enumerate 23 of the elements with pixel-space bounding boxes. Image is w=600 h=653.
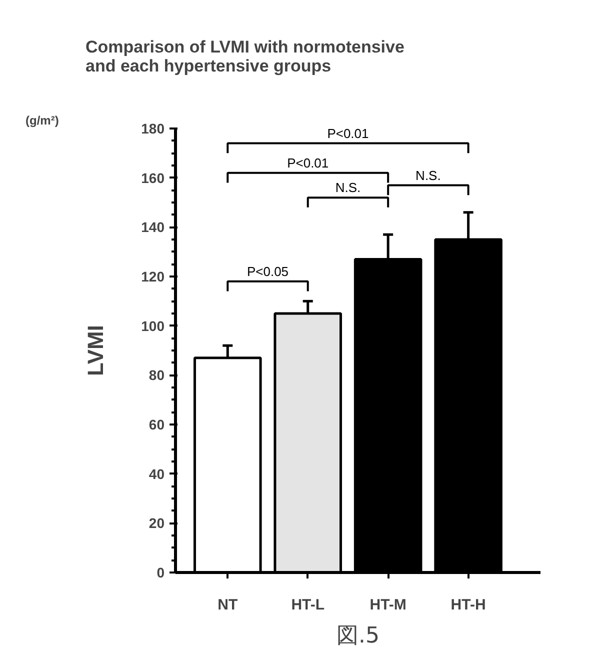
- x-tick-label: NT: [218, 596, 238, 614]
- y-tick-label: 100: [141, 318, 165, 334]
- chart-title: Comparison of LVMI with normotensive and each hypertensive groups: [86, 38, 404, 76]
- y-tick-label: 60: [148, 416, 165, 432]
- text: (g/m²): [26, 114, 59, 128]
- annotation: N.S.: [335, 180, 361, 196]
- y-tick-label: 80: [148, 367, 165, 384]
- annotation: N.S.: [416, 168, 441, 183]
- x-tick-label: HT-L: [291, 596, 325, 614]
- y-tick-label: 140: [141, 219, 165, 236]
- y-tick-label: 180: [141, 120, 165, 136]
- y-tick-label: 20: [148, 515, 165, 532]
- y-tick-label: 0: [156, 564, 165, 580]
- annotation: P<0.01: [287, 155, 329, 170]
- x-tick-label: HT-H: [450, 596, 486, 614]
- annotation: P<0.05: [246, 264, 289, 279]
- text: 図.5: [336, 624, 380, 648]
- y-tick-label: 160: [141, 170, 165, 186]
- y-tick-label: 120: [141, 268, 165, 284]
- y-tick-label: 40: [148, 466, 165, 482]
- annotation: P<0.01: [327, 126, 369, 141]
- y-axis-title: LVMI: [83, 325, 108, 376]
- x-tick-label: HT-M: [370, 596, 406, 614]
